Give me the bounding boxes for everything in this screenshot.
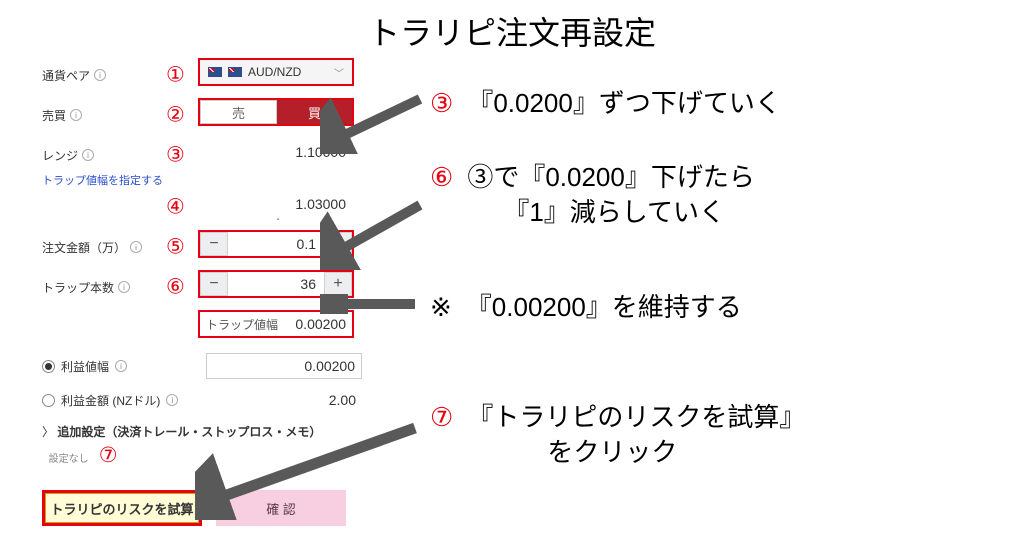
trap-count-label: トラップ本数 i <box>42 279 162 296</box>
annot-6: ⑥ ③で『0.0200』下げたら 『1』減らしていく <box>430 160 755 230</box>
row-pair: 通貨ペア i ① AUD/NZD ﹀ <box>42 58 362 92</box>
range-label: レンジ i <box>42 147 162 164</box>
profit-width-input[interactable]: 0.00200 <box>206 353 362 379</box>
annot-7-text: 『トラリピのリスクを試算』 をクリック <box>467 400 805 470</box>
annot-7: ⑦ 『トラリピのリスクを試算』 をクリック <box>430 400 805 470</box>
profit-amount-value: 2.00 <box>329 392 362 408</box>
order-form: 通貨ペア i ① AUD/NZD ﹀ 売買 i ② 売 買 レンジ i ③ 1.… <box>42 58 362 470</box>
annot-7-num: ⑦ <box>430 400 453 435</box>
trap-width-display: トラップ値幅 0.00200 <box>198 310 354 338</box>
advanced-sub: 設定なし <box>49 454 89 465</box>
info-icon: i <box>94 69 106 81</box>
info-icon: i <box>70 109 82 121</box>
circled-2: ② <box>166 103 185 128</box>
circled-7: ⑦ <box>99 444 118 467</box>
annot-3-text: 『0.0200』ずつ下げていく <box>467 86 781 121</box>
circled-3: ③ <box>166 143 185 168</box>
minus-button[interactable]: − <box>200 232 228 256</box>
amount-value[interactable]: 0.1 <box>228 236 324 252</box>
row-profit-width: 利益値幅 i 0.00200 <box>42 350 362 382</box>
annot-3: ③ 『0.0200』ずつ下げていく <box>430 86 781 121</box>
annot-star-sym: ※ <box>430 290 452 325</box>
amount-label: 注文金額（万） i <box>42 239 162 256</box>
trap-width-value: 0.00200 <box>295 316 352 332</box>
pair-label: 通貨ペア i <box>42 67 162 84</box>
row-range-low: ④ 1.03000 <box>42 190 362 224</box>
arrow-icon <box>320 200 430 270</box>
row-side: 売買 i ② 売 買 <box>42 98 362 132</box>
plus-button[interactable]: + <box>324 272 352 296</box>
side-label: 売買 i <box>42 107 162 124</box>
row-range-high: レンジ i ③ 1.10000 <box>42 138 362 172</box>
minus-button[interactable]: − <box>200 272 228 296</box>
arrow-icon <box>320 294 420 314</box>
chevron-down-icon: ﹀ <box>334 65 344 80</box>
row-trap-width: トラップ値幅 0.00200 <box>42 310 362 344</box>
annot-star: ※ 『0.00200』を維持する <box>430 290 742 325</box>
pair-select[interactable]: AUD/NZD ﹀ <box>198 58 354 86</box>
annot-6-num: ⑥ <box>430 160 453 195</box>
trap-width-label: トラップ値幅 <box>200 316 278 333</box>
circled-5: ⑤ <box>166 235 185 260</box>
row-amount: 注文金額（万） i ⑤ − 0.1 + <box>42 230 362 264</box>
flag-au-icon <box>208 67 222 77</box>
page-title: トラリピ注文再設定 <box>368 8 656 54</box>
circled-1: ① <box>166 63 185 88</box>
row-profit-amount: 利益金額 (NZドル) i 2.00 <box>42 384 362 416</box>
row-trap-count: トラップ本数 i ⑥ − 36 + <box>42 270 362 304</box>
info-icon: i <box>118 281 130 293</box>
pair-value: AUD/NZD <box>248 65 301 79</box>
arrow-icon <box>320 94 430 154</box>
arrow-icon <box>195 420 425 520</box>
chevron-right-icon: 〉 <box>42 425 54 439</box>
sell-button[interactable]: 売 <box>200 100 277 124</box>
info-icon: i <box>130 241 142 253</box>
flag-nz-icon <box>228 67 242 77</box>
info-icon: i <box>166 394 178 406</box>
profit-amount-label: 利益金額 (NZドル) <box>61 392 160 409</box>
profit-width-label: 利益値幅 <box>61 358 109 375</box>
radio-profit-amount[interactable] <box>42 394 55 407</box>
range-link[interactable]: トラップ値幅を指定する <box>42 172 362 188</box>
radio-profit-width[interactable] <box>42 360 55 373</box>
circled-4: ④ <box>166 195 185 220</box>
annot-star-text: 『0.00200』を維持する <box>466 290 742 325</box>
risk-calc-button[interactable]: トラリピのリスクを試算 <box>42 490 202 526</box>
info-icon: i <box>82 149 94 161</box>
info-icon: i <box>115 360 127 372</box>
trap-count-value[interactable]: 36 <box>228 276 324 292</box>
annot-6-text: ③で『0.0200』下げたら 『1』減らしていく <box>467 160 755 230</box>
circled-6: ⑥ <box>166 275 185 300</box>
annot-3-num: ③ <box>430 86 453 121</box>
